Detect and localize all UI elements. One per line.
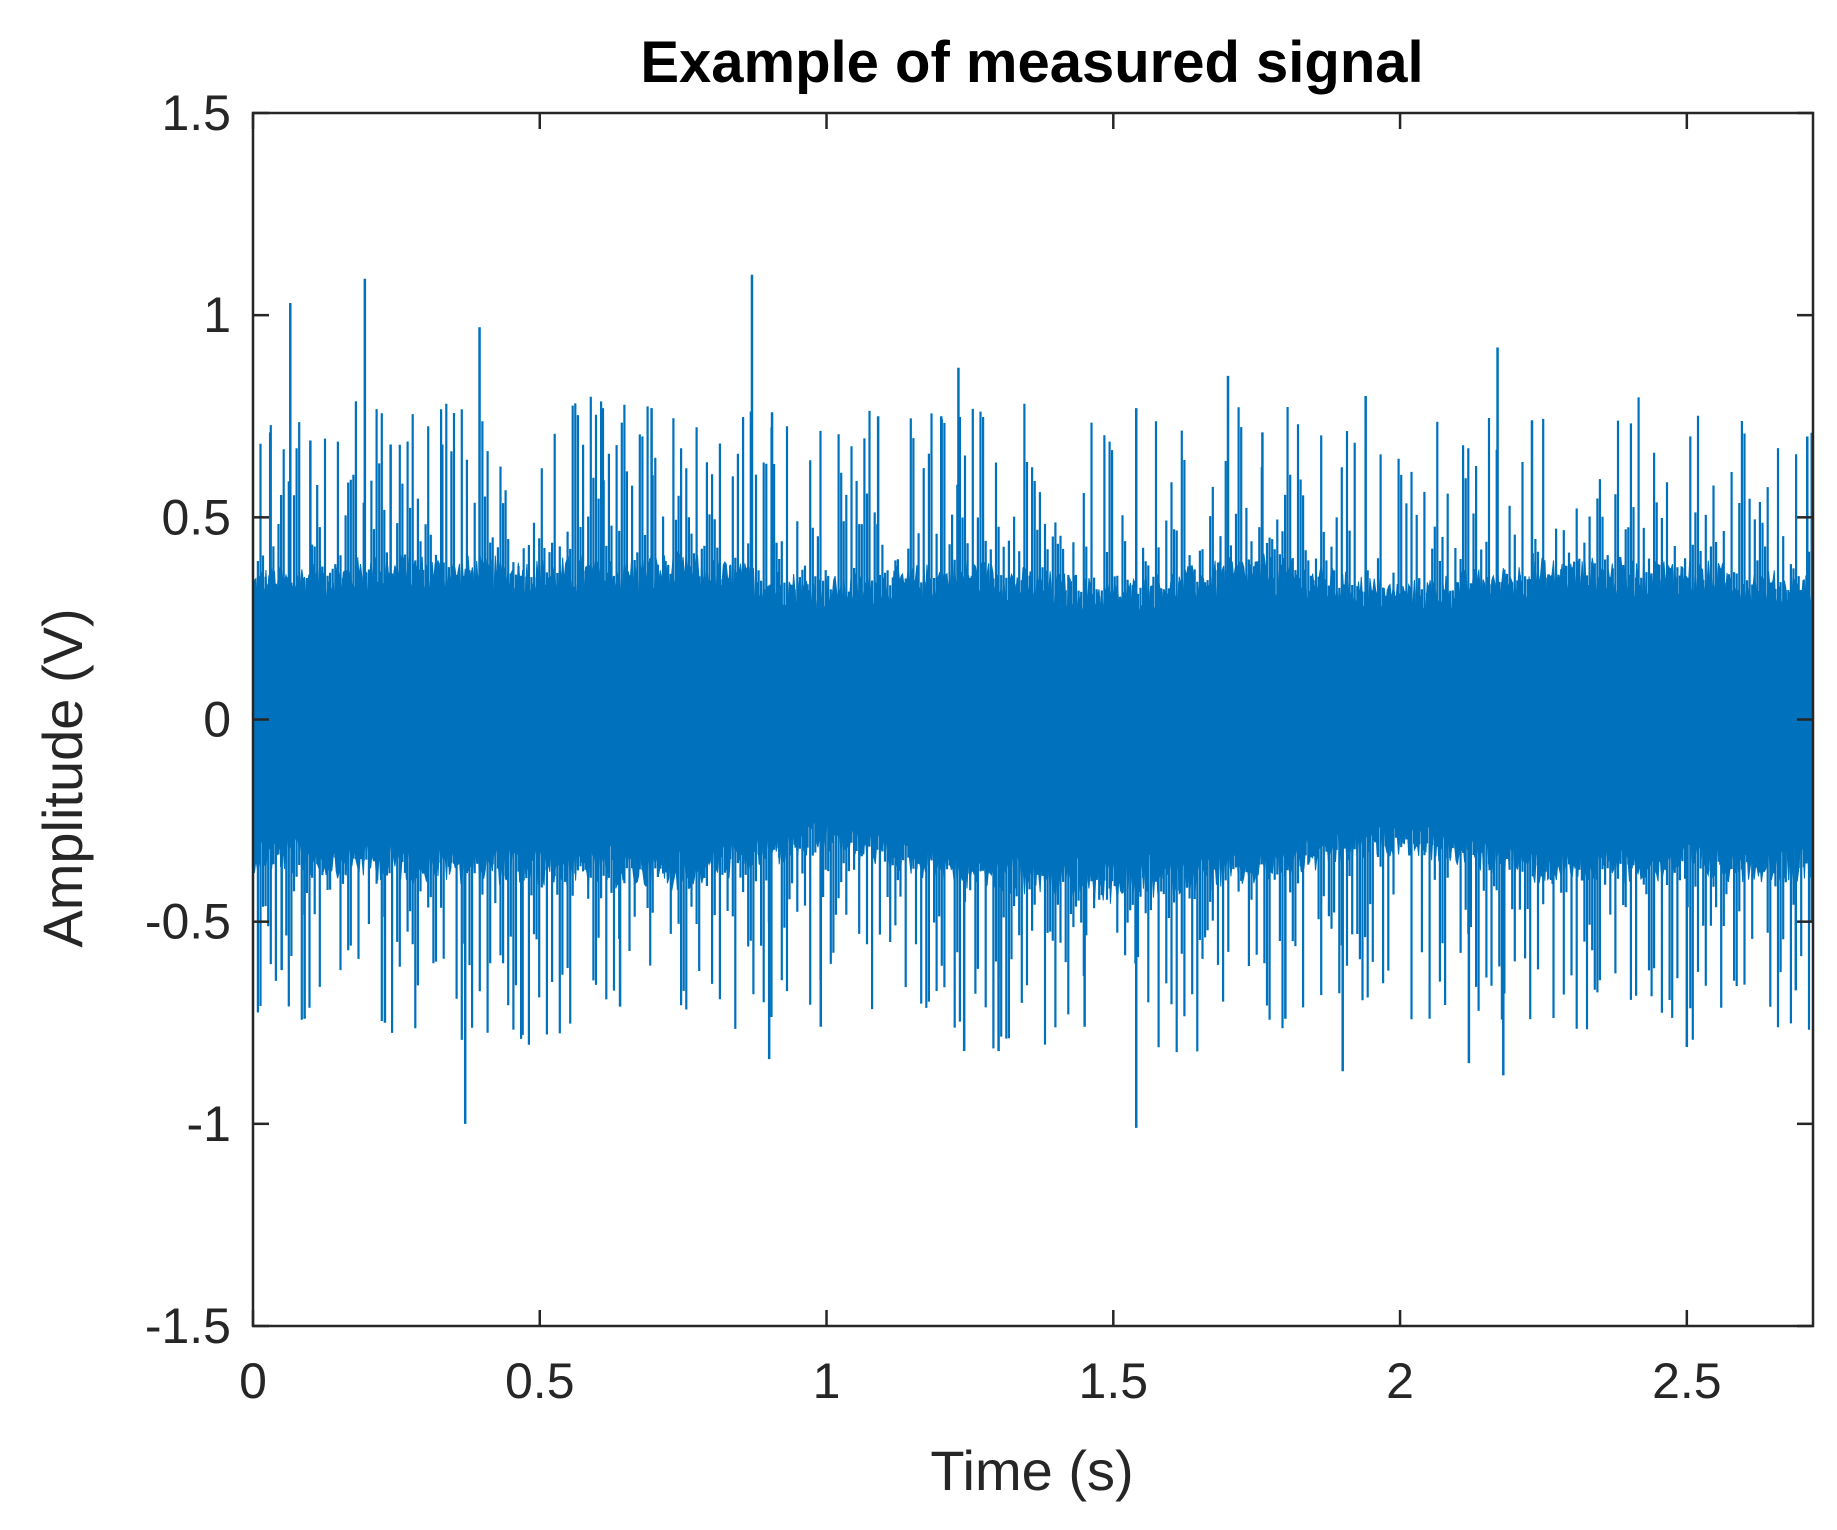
y-tick-label: -1: [187, 1096, 231, 1152]
x-tick-label: 0.5: [505, 1353, 575, 1409]
x-tick-label: 1.5: [1079, 1353, 1149, 1409]
y-tick-label: 0: [203, 692, 231, 748]
y-axis-label: Amplitude (V): [31, 608, 94, 947]
y-tick-label: -1.5: [145, 1298, 231, 1354]
x-tick-label: 2.5: [1652, 1353, 1722, 1409]
x-tick-label: 0: [239, 1353, 267, 1409]
x-tick-label: 1: [813, 1353, 841, 1409]
x-axis-label: Time (s): [930, 1439, 1133, 1502]
y-tick-label: 1: [203, 287, 231, 343]
x-tick-label: 2: [1386, 1353, 1414, 1409]
chart-title: Example of measured signal: [640, 30, 1423, 95]
y-tick-label: 1.5: [161, 85, 231, 141]
signal-spikes: [254, 396, 1813, 1053]
plot-area: [252, 274, 1814, 1128]
y-tick-label: 0.5: [161, 489, 231, 545]
y-tick-label: -0.5: [145, 894, 231, 950]
axes-frame: [251, 111, 1815, 1328]
axis-ticks: 0 0.5 1 1.5 2 2.5 1.5 1 0.5 0 -0.5 -1 -1.5: [145, 85, 1813, 1409]
